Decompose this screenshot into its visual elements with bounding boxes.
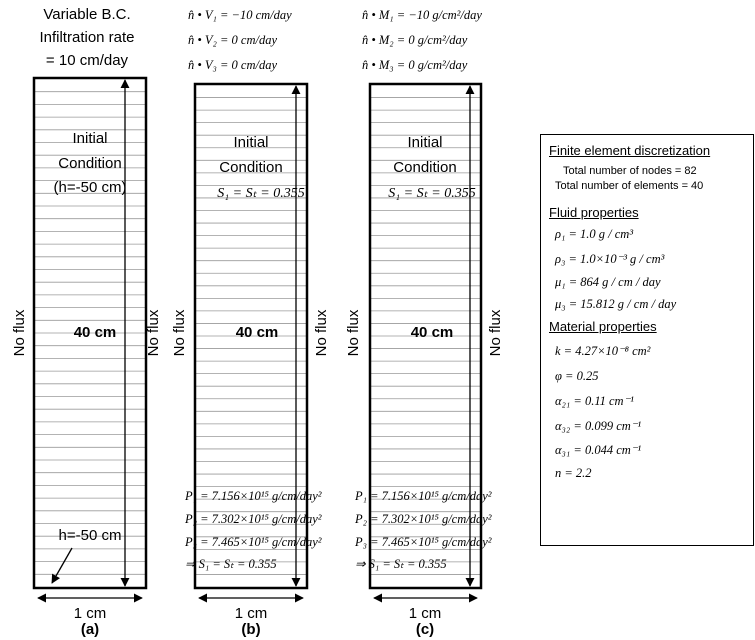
column-b-pressure-1: P₁ = 7.156×10¹⁵ g/cm/day²	[184, 489, 322, 503]
material-properties-heading: Material properties	[549, 319, 657, 334]
column-c-saturation: S₁ = Sₜ = 0.355	[388, 186, 475, 201]
column-b-pressure-3: P₃ = 7.465×10¹⁵ g/cm/day²	[184, 535, 322, 549]
column-c-pressure-1: P₁ = 7.156×10¹⁵ g/cm/day²	[354, 489, 492, 503]
material-n: n = 2.2	[555, 466, 592, 480]
column-c-saturation-result: ⇒ S₁ = Sₜ = 0.355	[355, 557, 447, 571]
column-b-ic-line-2: Condition	[219, 159, 282, 176]
column-b-height-label: 40 cm	[236, 324, 279, 341]
material-alpha-21: α₂₁ = 0.11 cm⁻¹	[555, 394, 634, 408]
column-a-caption: (a)	[81, 621, 99, 638]
column-c-height-label: 40 cm	[411, 324, 454, 341]
column-a-bottom-pointer	[51, 547, 73, 584]
column-c-ic-line-2: Condition	[393, 159, 456, 176]
fe-discretization-heading: Finite element discretization	[549, 143, 711, 158]
column-a-height-label: 40 cm	[74, 324, 117, 341]
column-c: n̂ • M₁ = −10 g/cm²/day n̂ • M₂ = 0 g/cm…	[354, 8, 492, 638]
column-a-bc-line-3: = 10 cm/day	[46, 52, 129, 69]
material-porosity: φ = 0.25	[555, 369, 599, 383]
column-a-ic-line-2: Condition	[58, 155, 121, 172]
fluid-density-3: ρ₃ = 1.0×10⁻³ g / cm³	[555, 252, 665, 266]
material-alpha-32: α₃₂ = 0.099 cm⁻¹	[555, 419, 642, 433]
column-a: Variable B.C. Infiltration rate = 10 cm/…	[32, 6, 148, 638]
fe-elements-line: Total number of elements = 40	[555, 180, 704, 192]
material-permeability: k = 4.27×10⁻⁸ cm²	[555, 344, 651, 358]
column-c-pressure-3: P₃ = 7.465×10¹⁵ g/cm/day²	[354, 535, 492, 549]
fluid-viscosity-3: μ₃ = 15.812 g / cm / day	[555, 297, 677, 311]
column-a-width-label: 1 cm	[74, 605, 107, 622]
column-c-mesh	[371, 97, 480, 575]
fluid-viscosity-1: μ₁ = 864 g / cm / day	[555, 275, 661, 289]
column-b-width-label: 1 cm	[235, 605, 268, 622]
column-b-pressure-2: P₂ = 7.302×10¹⁵ g/cm/day²	[184, 512, 322, 526]
column-c-width-label: 1 cm	[409, 605, 442, 622]
no-flux-label-b-right: No flux	[313, 309, 330, 356]
fluid-properties-heading: Fluid properties	[549, 205, 639, 220]
column-b-saturation: S₁ = Sₜ = 0.355	[217, 186, 304, 201]
column-a-bc-line-1: Variable B.C.	[43, 6, 130, 23]
fluid-density-1: ρ₁ = 1.0 g / cm³	[555, 227, 634, 241]
column-b: n̂ • V₁ = −10 cm/day n̂ • V₂ = 0 cm/day …	[184, 8, 322, 638]
column-c-caption: (c)	[416, 621, 434, 638]
column-b-ic-line-1: Initial	[233, 134, 268, 151]
material-alpha-31: α₃₁ = 0.044 cm⁻¹	[555, 443, 642, 457]
column-a-ic-line-3: (h=-50 cm)	[54, 179, 127, 196]
column-c-pressure-2: P₂ = 7.302×10¹⁵ g/cm/day²	[354, 512, 492, 526]
column-b-bc-line-1: n̂ • V₁ = −10 cm/day	[188, 8, 292, 22]
column-b-caption: (b)	[241, 621, 260, 638]
column-a-ic-line-1: Initial	[72, 130, 107, 147]
column-a-bottom-label: h=-50 cm	[59, 527, 122, 544]
column-c-bc-line-3: n̂ • M₃ = 0 g/cm²/day	[362, 58, 468, 72]
no-flux-label-b-left: No flux	[171, 309, 188, 356]
no-flux-label-a-right: No flux	[145, 309, 162, 356]
column-b-bc-line-2: n̂ • V₂ = 0 cm/day	[188, 33, 277, 47]
column-b-boundary	[193, 82, 309, 590]
no-flux-label-a-left: No flux	[11, 309, 28, 356]
column-c-boundary	[368, 82, 483, 590]
column-b-mesh	[196, 97, 306, 575]
column-c-ic-line-1: Initial	[407, 134, 442, 151]
column-b-bc-line-3: n̂ • V₃ = 0 cm/day	[188, 58, 277, 72]
fe-nodes-line: Total number of nodes = 82	[563, 165, 697, 177]
column-c-bc-line-1: n̂ • M₁ = −10 g/cm²/day	[362, 8, 482, 22]
no-flux-label-c-right: No flux	[487, 309, 504, 356]
column-b-saturation-result: ⇒ S₁ = Sₜ = 0.355	[185, 557, 277, 571]
column-c-bc-line-2: n̂ • M₂ = 0 g/cm²/day	[362, 33, 468, 47]
column-a-bc-line-2: Infiltration rate	[39, 29, 134, 46]
column-a-boundary	[32, 76, 148, 590]
properties-panel: Finite element discretization Total numb…	[540, 134, 754, 546]
no-flux-label-c-left: No flux	[345, 309, 362, 356]
